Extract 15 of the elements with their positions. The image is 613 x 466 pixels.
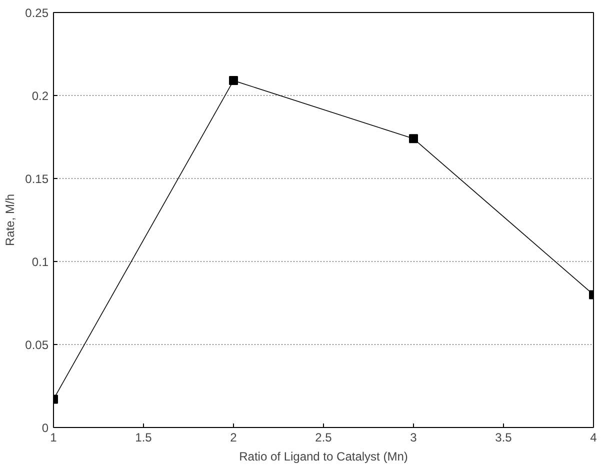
x-tick-label: 3.5 bbox=[495, 430, 512, 444]
y-tick-label: 0.2 bbox=[32, 89, 49, 103]
x-tick-label: 2 bbox=[230, 430, 238, 444]
x-tick-label: 4 bbox=[590, 430, 598, 444]
x-tick-label: 1.5 bbox=[135, 430, 152, 444]
x-tick-label: 1 bbox=[50, 430, 58, 444]
y-tick-label: 0.25 bbox=[25, 6, 49, 20]
x-tick-label: 3 bbox=[410, 430, 418, 444]
y-axis-title: Rate, M/h bbox=[3, 194, 18, 246]
x-tick-label: 2.5 bbox=[315, 430, 332, 444]
y-tick-label: 0.15 bbox=[25, 172, 49, 186]
y-tick-label: 0 bbox=[42, 421, 49, 435]
x-axis-title: Ratio of Ligand to Catalyst (Mn) bbox=[239, 450, 408, 464]
y-tick-label: 0.05 bbox=[25, 338, 49, 352]
y-tick-label: 0.1 bbox=[32, 255, 49, 269]
